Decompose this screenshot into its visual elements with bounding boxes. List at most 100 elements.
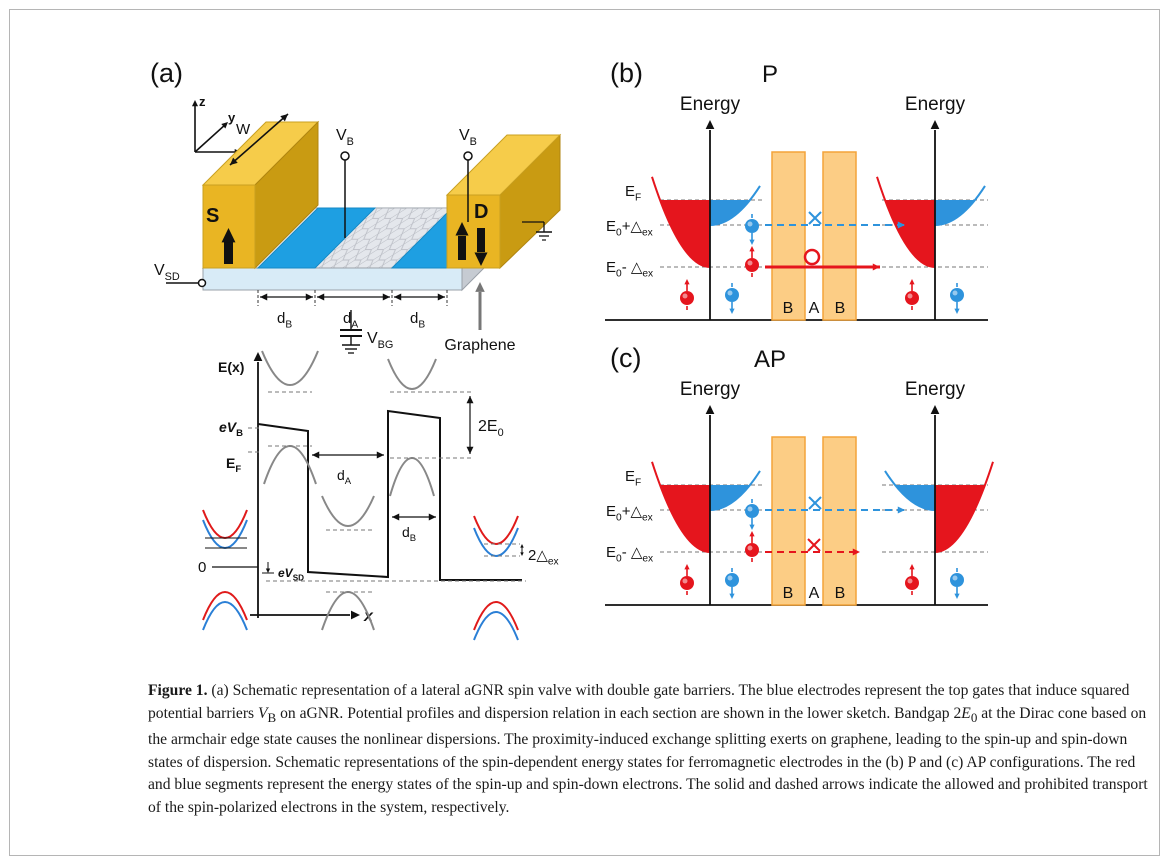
terminal	[341, 152, 349, 160]
spin-shine	[683, 294, 688, 299]
text: E	[606, 218, 616, 235]
spin-shine	[728, 576, 733, 581]
subscript: F	[635, 478, 641, 489]
arrow-head	[266, 568, 270, 573]
subscript: BG	[378, 339, 394, 351]
arrow-head	[429, 514, 436, 521]
text: d	[277, 310, 285, 327]
arrow-head	[954, 594, 959, 599]
allowed-mark	[805, 250, 819, 264]
dispersion	[474, 516, 518, 544]
text: V	[336, 127, 347, 144]
caption-symbol: V	[258, 705, 268, 722]
label: EF	[625, 183, 641, 204]
arrow-head	[898, 507, 905, 514]
label: 2△ex	[528, 547, 559, 568]
spin	[905, 576, 919, 590]
barrier	[772, 152, 805, 320]
spin	[905, 291, 919, 305]
label: z	[199, 94, 206, 109]
arrow-head	[394, 294, 401, 301]
arrow-head	[749, 531, 754, 536]
text: d	[343, 310, 351, 327]
subscript: B	[418, 320, 425, 331]
band-fill	[895, 485, 935, 510]
arrow-head	[749, 525, 754, 530]
label: A	[809, 300, 820, 317]
subscript: B	[410, 533, 416, 544]
arrow-head	[254, 352, 263, 361]
spin-shine	[683, 579, 688, 584]
spin	[680, 576, 694, 590]
arrow-head	[306, 294, 313, 301]
barrier	[823, 152, 856, 320]
arrow-head	[931, 405, 940, 414]
dispersion	[388, 359, 436, 389]
label: 0	[198, 559, 206, 576]
text: - △	[622, 259, 643, 276]
label: Energy	[680, 379, 741, 400]
text: V	[367, 330, 378, 347]
band-fill	[710, 485, 750, 510]
label: B	[783, 300, 794, 317]
spin-shine	[908, 294, 913, 299]
subscript: B	[285, 320, 292, 331]
arrow-head	[954, 309, 959, 314]
dispersion	[262, 351, 318, 385]
arrow-head	[931, 120, 940, 129]
caption-symbol: E	[961, 705, 971, 722]
caption: Figure 1. (a) Schematic representation o…	[148, 680, 1153, 820]
subscript: ex	[642, 228, 653, 239]
page: (a)zyxSDWVBVBVSDdBdAdBVBGGrapheneE(x)x2E…	[0, 0, 1171, 867]
label: eVSD	[278, 566, 304, 583]
label: E0- △ex	[606, 544, 653, 565]
label: E0- △ex	[606, 259, 653, 280]
spin-arrow	[458, 236, 466, 260]
dispersion	[390, 458, 434, 496]
label: E(x)	[218, 359, 244, 375]
label: VB	[336, 127, 354, 148]
label: eVB	[219, 419, 243, 439]
label: dB	[277, 310, 292, 331]
arrow-head	[475, 282, 485, 292]
terminal	[464, 152, 472, 160]
label: VB	[459, 127, 477, 148]
arrow-head	[383, 294, 390, 301]
spin-shine	[953, 291, 958, 296]
text: 2E	[478, 418, 498, 435]
text: eV	[278, 566, 294, 580]
text: +△	[622, 503, 643, 520]
spin	[680, 291, 694, 305]
label: B	[835, 300, 846, 317]
subscript: B	[470, 136, 477, 148]
subscript: F	[235, 464, 241, 475]
text: +△	[622, 218, 643, 235]
label: y	[228, 110, 236, 125]
arrow-head	[706, 405, 715, 414]
arrow-head	[749, 246, 754, 251]
label: B	[835, 585, 846, 602]
spin-shine	[748, 261, 753, 266]
arrow-head	[438, 294, 445, 301]
label: Energy	[680, 94, 741, 115]
text: E	[606, 259, 616, 276]
label: (b)	[610, 58, 643, 88]
arrow-head	[520, 552, 523, 556]
spin-shine	[953, 576, 958, 581]
subscript: A	[345, 476, 352, 487]
line	[195, 124, 226, 152]
arrow-head	[729, 594, 734, 599]
text: d	[410, 310, 418, 327]
label: (a)	[150, 58, 183, 88]
arrow-head	[312, 452, 319, 459]
arrow-head	[351, 611, 360, 620]
subscript: SD	[165, 271, 180, 283]
label: Energy	[905, 379, 966, 400]
text: eV	[219, 419, 238, 435]
label: P	[762, 61, 778, 88]
spin-arrow	[224, 242, 233, 264]
spin-arrow	[477, 228, 485, 252]
spin	[725, 288, 739, 302]
barrier	[772, 437, 805, 605]
band-fill	[710, 200, 750, 225]
